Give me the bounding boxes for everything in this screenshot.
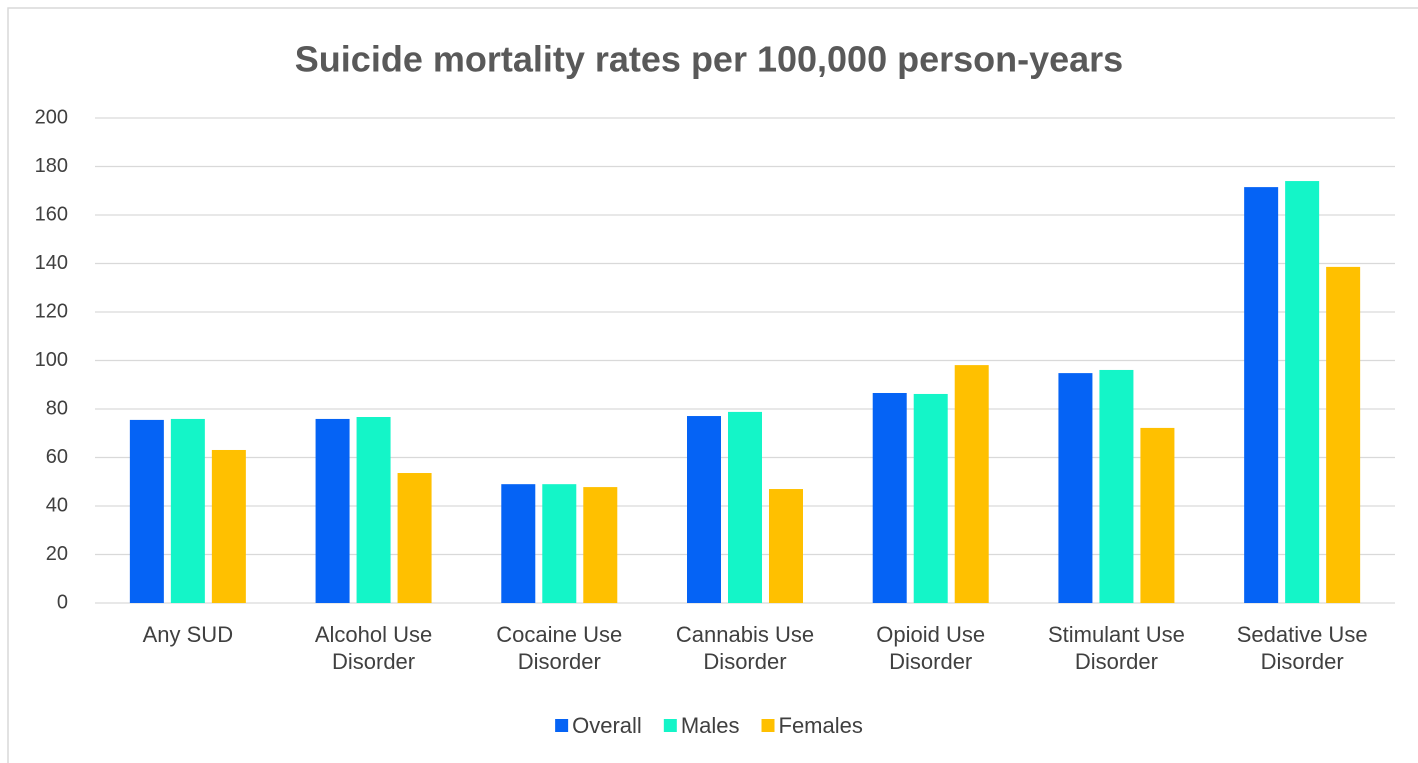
y-tick-label: 160 [35, 203, 68, 225]
chart-title: Suicide mortality rates per 100,000 pers… [295, 39, 1123, 80]
bar [397, 473, 432, 603]
y-tick-label: 100 [35, 349, 68, 371]
y-tick-label: 180 [35, 155, 68, 177]
x-tick-label-box: Stimulant Use Disorder [1047, 622, 1185, 674]
legend-item: Overall [555, 713, 642, 738]
x-tick-label: Stimulant Use Disorder [1047, 622, 1185, 674]
x-tick-label: Cannabis Use Disorder [675, 622, 815, 674]
bar [1244, 187, 1279, 604]
bar [954, 365, 989, 603]
bar [728, 411, 762, 603]
x-tick-label-box: Any SUD [142, 622, 234, 647]
y-tick-label: 20 [46, 543, 68, 565]
y-tick-label: 120 [35, 300, 68, 322]
bar [315, 418, 350, 603]
bar [687, 416, 721, 603]
bar [211, 449, 246, 603]
bar [872, 392, 907, 603]
x-tick-label: Cocaine Use Disorder [496, 622, 623, 674]
x-tick-label: Alcohol Use Disorder [314, 622, 433, 674]
y-tick-label: 200 [35, 106, 68, 128]
bar [1140, 427, 1175, 603]
x-tick-label: Any SUD [142, 622, 234, 647]
legend-label: Females [779, 713, 863, 738]
bar [583, 487, 618, 603]
x-tick-label-box: Cocaine Use Disorder [496, 622, 623, 674]
legend-label: Males [681, 713, 740, 738]
legend-swatch [761, 719, 775, 732]
bar [1326, 266, 1361, 603]
x-tick-label-box: Alcohol Use Disorder [314, 622, 433, 674]
bar [501, 484, 536, 603]
bar [1285, 181, 1320, 604]
legend-item: Males [663, 713, 740, 738]
bar [1058, 373, 1093, 603]
y-tick-label: 140 [35, 252, 68, 274]
bar [129, 419, 164, 603]
x-tick-label-box: Opioid Use Disorder [876, 622, 986, 674]
y-tick-label: 80 [46, 397, 68, 419]
x-tick-label-box: Sedative Use Disorder [1236, 622, 1368, 674]
y-tick-label: 0 [57, 591, 68, 613]
bar [913, 393, 948, 603]
bar [1099, 369, 1134, 603]
bar [542, 484, 577, 603]
legend-swatch [555, 719, 569, 732]
x-tick-label: Opioid Use Disorder [876, 622, 986, 674]
legend-swatch [663, 719, 677, 732]
bar [769, 489, 803, 603]
bar [356, 417, 391, 603]
x-tick-label-box: Cannabis Use Disorder [675, 622, 815, 674]
chart-border [7, 7, 1418, 763]
legend-item: Females [761, 713, 863, 738]
y-tick-label: 60 [46, 446, 68, 468]
legend-label: Overall [572, 713, 642, 738]
x-tick-label: Sedative Use Disorder [1236, 622, 1368, 674]
y-tick-label: 40 [46, 494, 68, 516]
bar [170, 418, 205, 603]
